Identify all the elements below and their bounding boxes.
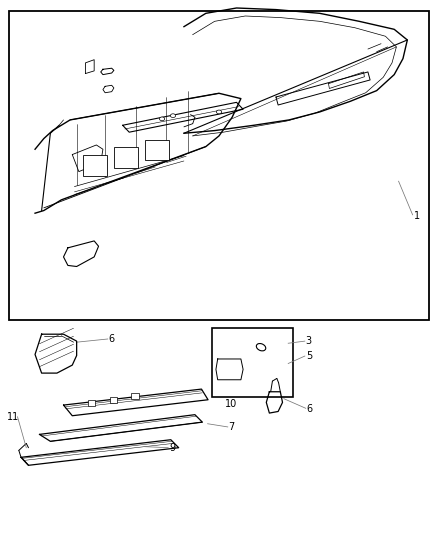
Ellipse shape — [216, 110, 222, 114]
Bar — [88, 400, 95, 406]
Bar — [110, 397, 117, 403]
Bar — [114, 147, 138, 168]
Bar — [131, 393, 139, 399]
Text: 1: 1 — [414, 211, 420, 221]
Bar — [212, 328, 293, 397]
Bar — [145, 140, 169, 160]
Text: 9: 9 — [169, 443, 175, 453]
Text: 11: 11 — [7, 412, 19, 422]
Text: 6: 6 — [109, 334, 115, 344]
Bar — [9, 11, 429, 320]
Text: 10: 10 — [225, 399, 237, 409]
Ellipse shape — [256, 344, 266, 351]
Text: 7: 7 — [229, 423, 235, 432]
Ellipse shape — [170, 114, 176, 118]
Text: 3: 3 — [306, 336, 312, 346]
Text: 6: 6 — [307, 405, 313, 414]
Bar — [83, 155, 107, 176]
Text: 5: 5 — [306, 351, 312, 361]
Ellipse shape — [159, 117, 165, 120]
